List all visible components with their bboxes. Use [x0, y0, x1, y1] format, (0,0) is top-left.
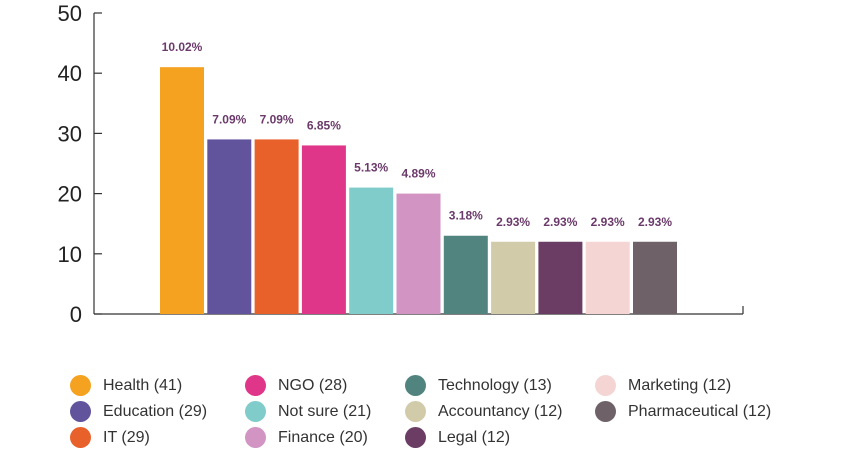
legend-swatch [405, 375, 426, 396]
legend-item: Accountancy (12) [405, 401, 563, 422]
bars [160, 67, 677, 315]
legend-item: Legal (12) [405, 427, 510, 448]
legend-swatch [405, 401, 426, 422]
legend-swatch [70, 375, 91, 396]
y-tick-label: 30 [58, 121, 82, 146]
legend-swatch [245, 375, 266, 396]
y-tick-label: 0 [70, 302, 82, 327]
legend-label: Marketing (12) [628, 376, 732, 394]
legend-label: Technology (13) [438, 376, 552, 394]
legend-item: NGO (28) [245, 375, 347, 396]
bar-ngo [301, 145, 346, 314]
legend-label: Accountancy (12) [438, 402, 563, 420]
bar-accountancy [491, 241, 536, 314]
data-label: 2.93% [638, 215, 672, 229]
legend-label: IT (29) [103, 428, 150, 446]
legend-swatch [70, 427, 91, 448]
bar-marketing [585, 241, 630, 314]
bar-finance [396, 193, 441, 314]
y-tick-label: 50 [58, 1, 82, 26]
legend-label: Education (29) [103, 402, 208, 420]
legend-label: Not sure (21) [278, 402, 372, 420]
data-label: 7.09% [212, 112, 246, 126]
bar-legal [538, 241, 583, 314]
data-label: 10.02% [162, 40, 203, 54]
data-label: 2.93% [591, 215, 625, 229]
data-label: 4.89% [401, 167, 435, 181]
legend-item: Finance (20) [245, 427, 368, 448]
legend-swatch [70, 401, 91, 422]
legend-swatch [245, 401, 266, 422]
y-tick-label: 10 [58, 242, 82, 267]
legend-swatch [595, 401, 616, 422]
data-label: 2.93% [543, 215, 577, 229]
y-tick-label: 20 [58, 182, 82, 207]
bar-not-sure [349, 187, 394, 314]
legend-item: Education (29) [70, 401, 207, 422]
bar-technology [443, 235, 488, 314]
legend-item: Marketing (12) [595, 375, 731, 396]
y-tick-label: 40 [58, 61, 82, 86]
legend-label: Pharmaceutical (12) [628, 402, 772, 420]
data-label: 3.18% [449, 209, 483, 223]
bar-it [254, 139, 299, 314]
bar-education [207, 139, 252, 314]
legend-swatch [595, 375, 616, 396]
data-label: 7.09% [260, 112, 294, 126]
legend-item: IT (29) [70, 427, 150, 448]
bar-health [160, 67, 204, 315]
bar-pharmaceutical [633, 241, 677, 314]
data-label: 6.85% [307, 118, 341, 132]
legend-label: Legal (12) [438, 428, 511, 446]
legend-item: Not sure (21) [245, 401, 371, 422]
legend-swatch [405, 427, 426, 448]
data-labels: 10.02% 7.09% 7.09% 6.85% 5.13% 4.89% 3.18% 2.93… [162, 40, 673, 229]
legend-item: Health (41) [70, 375, 182, 396]
legend-label: Health (41) [103, 376, 183, 394]
data-label: 2.93% [496, 215, 530, 229]
legend-label: NGO (28) [278, 376, 348, 394]
legend-item: Pharmaceutical (12) [595, 401, 771, 422]
data-label: 5.13% [354, 161, 388, 175]
legend-label: Finance (20) [278, 428, 368, 446]
legend-item: Technology (13) [405, 375, 552, 396]
legend-swatch [245, 427, 266, 448]
